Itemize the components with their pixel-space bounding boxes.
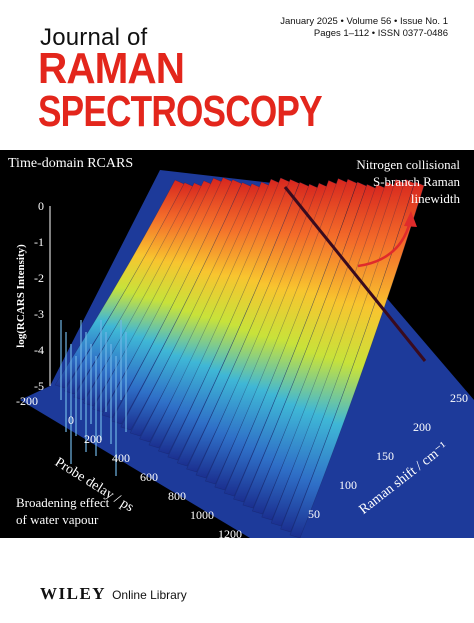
journal-title-raman: RAMAN xyxy=(38,44,185,93)
spectral-ridge xyxy=(289,181,425,538)
delay-tick-label: 1000 xyxy=(190,508,214,522)
noise-spike xyxy=(95,356,97,456)
spectral-surface xyxy=(20,170,474,538)
water-vapour-annotation-line2: of water vapour xyxy=(16,512,99,527)
spectral-ridge xyxy=(280,178,415,533)
shift-tick-label: 100 xyxy=(339,478,357,492)
noise-spike xyxy=(70,344,72,464)
noise-spike xyxy=(90,344,92,424)
issue-pages-issn: Pages 1–112 • ISSN 0377-0486 xyxy=(313,28,448,39)
water-vapour-annotation-line1: Broadening effect xyxy=(16,495,110,510)
nitrogen-annotation-line3: linewidth xyxy=(410,191,460,206)
noise-spike xyxy=(110,344,112,444)
z-tick-label: -5 xyxy=(34,379,44,393)
online-library-label: Online Library xyxy=(112,588,187,602)
journal-prefix: Journal of xyxy=(40,24,148,51)
noise-spike xyxy=(80,320,82,420)
z-tick-label: -3 xyxy=(34,307,44,321)
delay-tick-label: 0 xyxy=(68,413,74,427)
z-tick-label: -4 xyxy=(34,343,44,357)
shift-tick-label: 250 xyxy=(450,391,468,405)
time-domain-label: Time-domain RCARS xyxy=(8,156,134,171)
nitrogen-annotation: Nitrogen collisional S-branch Raman line… xyxy=(356,156,460,207)
spectral-ridge xyxy=(223,178,358,497)
nitrogen-annotation-line1: Nitrogen collisional xyxy=(356,157,460,172)
noise-spike xyxy=(60,320,62,400)
delay-tick-label: 400 xyxy=(112,451,130,465)
delay-tick-label: 200 xyxy=(84,432,102,446)
axis-tick-labels: 0 -1 -2 -3 -4 -5-200 0 200 400 600 800 1000 1200 50 10… xyxy=(16,199,468,538)
noise-spike xyxy=(125,332,127,432)
delay-tick-label: 800 xyxy=(168,489,186,503)
arrow-head-icon xyxy=(404,211,417,227)
issue-info: January 2025 • Volume 56 • Issue No. 1 P… xyxy=(280,16,448,40)
noise-spike xyxy=(120,320,122,400)
delay-tick-label: -200 xyxy=(16,394,38,408)
z-tick-label: -1 xyxy=(34,235,44,249)
delay-tick-label: 1200 xyxy=(218,527,242,538)
noise-spike xyxy=(65,332,67,432)
issue-date-volume: January 2025 • Volume 56 • Issue No. 1 xyxy=(280,16,448,27)
cover-illustration: 0 -1 -2 -3 -4 -5 -200 0 200 400 600 800 1000 1200 50 10… xyxy=(0,150,474,538)
shift-tick-label: 50 xyxy=(308,507,320,521)
z-tick-label: -2 xyxy=(34,271,44,285)
delay-tick-label: 600 xyxy=(140,470,158,484)
publisher-footer: WILEY Online Library xyxy=(40,584,187,604)
linewidth-marker-line xyxy=(283,186,427,362)
z-axis-label: log(RCARS Intensity) xyxy=(15,244,27,348)
journal-title-spectroscopy: SPECTROSCOPY xyxy=(38,87,323,136)
spectral-ridge xyxy=(110,179,242,425)
noise-spike xyxy=(100,320,102,440)
noise-spike xyxy=(105,332,107,412)
wiley-logo: WILEY xyxy=(40,584,107,603)
noise-spike xyxy=(85,332,87,452)
noise-spike xyxy=(75,356,77,436)
rcars-3d-plot: 0 -1 -2 -3 -4 -5-200 0 200 400 600 800 1000 1200 50 10… xyxy=(16,170,474,538)
curved-arrow-icon xyxy=(357,221,412,268)
shift-tick-label: 200 xyxy=(413,420,431,434)
water-vapour-annotation: Broadening effect of water vapour xyxy=(16,494,109,528)
z-tick-label: 0 xyxy=(38,199,44,213)
nitrogen-annotation-line2: S-branch Raman xyxy=(372,174,460,189)
spectral-ridge xyxy=(167,178,300,461)
noise-spike xyxy=(115,356,117,476)
spectral-ridge xyxy=(233,181,367,503)
shift-tick-label: 150 xyxy=(376,449,394,463)
